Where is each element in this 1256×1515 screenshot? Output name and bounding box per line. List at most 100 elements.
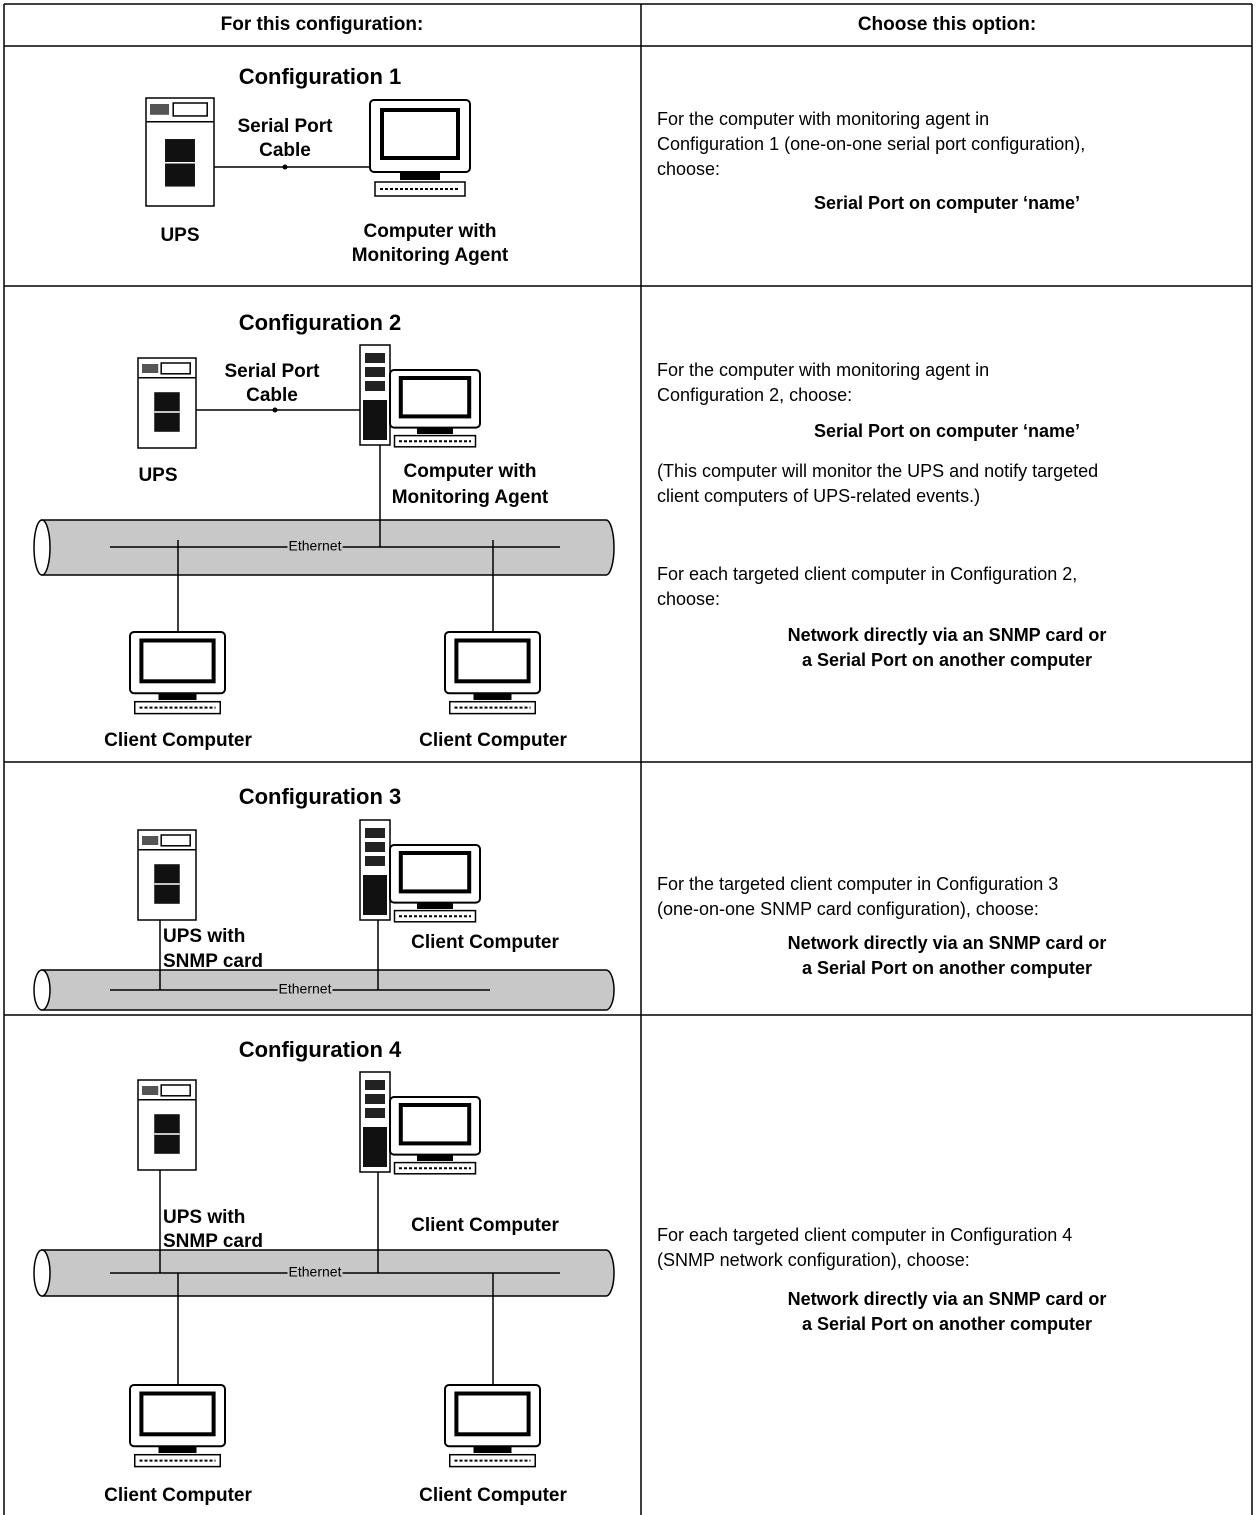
monitor-screen	[139, 1391, 216, 1437]
table-grid	[3, 3, 1253, 1515]
ethernet-label: Ethernet	[289, 538, 342, 554]
header-cell: Choose this option:	[858, 14, 1036, 35]
diagram-label: Computer with	[364, 221, 497, 242]
monitor-stand	[473, 693, 512, 700]
diagram-label: Serial Port	[224, 361, 320, 382]
ups-display	[142, 1086, 159, 1095]
tower-icon	[359, 819, 391, 921]
cable-dot	[282, 164, 288, 170]
diagram-label: Client Computer	[419, 1485, 567, 1506]
option-text: Configuration 2, choose:	[657, 385, 852, 405]
diagram-label: Client Computer	[419, 730, 567, 751]
diagram-label: Cable	[259, 140, 311, 161]
tube-end	[33, 519, 51, 576]
ethernet-label: Ethernet	[289, 1264, 342, 1280]
option-choice: Network directly via an SNMP card or	[788, 625, 1107, 645]
diagram-label: Client Computer	[104, 730, 252, 751]
label-bg	[287, 539, 343, 552]
monitor-screen	[139, 638, 216, 684]
tower-icon	[359, 1071, 391, 1173]
monitor-stand	[158, 1446, 197, 1453]
label-bg	[287, 1265, 343, 1278]
tower-base	[363, 400, 387, 440]
config-title: Configuration 2	[239, 310, 402, 335]
monitor-icon	[129, 1384, 226, 1468]
diagram-label: UPS with	[163, 926, 245, 947]
monitor-screen	[398, 1103, 472, 1146]
diagram-label: Monitoring Agent	[352, 245, 509, 266]
config-title: Configuration 3	[239, 784, 402, 809]
ups-display	[142, 364, 159, 373]
option-text: (This computer will monitor the UPS and …	[657, 461, 1098, 481]
option-text: (SNMP network configuration), choose:	[657, 1250, 970, 1270]
option-choice: a Serial Port on another computer	[802, 1314, 1092, 1334]
diagram-label: Computer with	[404, 461, 537, 482]
option-choice: Network directly via an SNMP card or	[788, 933, 1107, 953]
drive-bay	[365, 856, 385, 866]
diagram-label: Monitoring Agent	[392, 487, 549, 508]
option-text: For each targeted client computer in Con…	[657, 564, 1077, 584]
ups-display	[172, 102, 208, 117]
option-choice: a Serial Port on another computer	[802, 650, 1092, 670]
monitor-stand	[473, 1446, 512, 1453]
ethernet-label: Ethernet	[279, 981, 332, 997]
cable-dot	[272, 407, 278, 413]
drive-bay	[365, 1080, 385, 1090]
diagram-label: UPS	[138, 465, 177, 486]
config-title: Configuration 4	[239, 1037, 402, 1062]
ups-icon	[145, 97, 215, 207]
diagram-label: Client Computer	[411, 932, 559, 953]
drive-bay	[365, 842, 385, 852]
monitor-screen	[398, 851, 472, 894]
option-choice: Network directly via an SNMP card or	[788, 1289, 1107, 1309]
diagram-label: Serial Port	[237, 116, 333, 137]
option-text: choose:	[657, 159, 720, 179]
monitor-icon	[389, 369, 481, 448]
label-bg	[277, 982, 333, 995]
config-title: Configuration 1	[239, 64, 402, 89]
tower-base	[363, 875, 387, 915]
ups-icon	[137, 357, 197, 449]
monitor-stand	[400, 172, 440, 180]
monitor-icon	[444, 631, 541, 715]
diagram-label: UPS with	[163, 1207, 245, 1228]
diagram-label: Client Computer	[411, 1215, 559, 1236]
monitor-icon	[444, 1384, 541, 1468]
monitor-stand	[417, 1154, 453, 1161]
monitor-icon	[389, 1096, 481, 1175]
ups-display	[160, 834, 191, 847]
monitor-screen	[454, 638, 531, 684]
monitor-stand	[417, 427, 453, 434]
option-text: For the computer with monitoring agent i…	[657, 109, 989, 129]
monitor-stand	[158, 693, 197, 700]
ups-display	[160, 1084, 191, 1097]
drive-bay	[365, 828, 385, 838]
monitor-icon	[389, 844, 481, 923]
diagram-label: Client Computer	[104, 1485, 252, 1506]
monitor-screen	[398, 376, 472, 419]
tube-end	[33, 1249, 51, 1297]
diagram-label: SNMP card	[163, 951, 263, 972]
tower-base	[363, 1127, 387, 1167]
option-text: Configuration 1 (one-on-one serial port …	[657, 134, 1085, 154]
option-text: For the computer with monitoring agent i…	[657, 360, 989, 380]
diagram-label: Cable	[246, 385, 298, 406]
header-cell: For this configuration:	[221, 14, 424, 35]
option-choice: a Serial Port on another computer	[802, 958, 1092, 978]
drive-bay	[365, 1094, 385, 1104]
ups-display	[160, 362, 191, 375]
drive-bay	[365, 1108, 385, 1118]
monitor-screen	[454, 1391, 531, 1437]
ups-icon	[137, 829, 197, 921]
ups-display	[142, 836, 159, 845]
monitor-icon	[129, 631, 226, 715]
option-text: For the targeted client computer in Conf…	[657, 874, 1058, 894]
monitor-stand	[417, 902, 453, 909]
drive-bay	[365, 381, 385, 391]
diagram-label: UPS	[160, 225, 199, 246]
option-text: (one-on-one SNMP card configuration), ch…	[657, 899, 1039, 919]
diagram-label: SNMP card	[163, 1231, 263, 1252]
monitor-screen	[380, 108, 460, 160]
